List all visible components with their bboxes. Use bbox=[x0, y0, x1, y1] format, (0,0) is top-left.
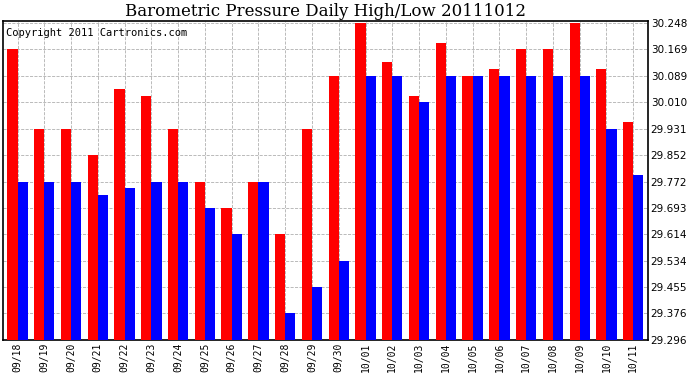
Bar bbox=[435, 43, 446, 340]
Bar bbox=[88, 155, 98, 340]
Bar bbox=[178, 182, 188, 340]
Bar bbox=[141, 96, 151, 340]
Bar bbox=[569, 23, 580, 340]
Bar bbox=[393, 76, 402, 340]
Bar bbox=[8, 49, 17, 340]
Bar bbox=[500, 76, 509, 340]
Bar bbox=[302, 129, 312, 340]
Bar bbox=[115, 89, 125, 340]
Bar bbox=[232, 234, 241, 340]
Bar bbox=[168, 129, 178, 340]
Text: Copyright 2011 Cartronics.com: Copyright 2011 Cartronics.com bbox=[6, 28, 187, 38]
Bar bbox=[221, 208, 232, 340]
Bar bbox=[205, 208, 215, 340]
Bar bbox=[328, 76, 339, 340]
Bar bbox=[409, 96, 419, 340]
Title: Barometric Pressure Daily High/Low 20111012: Barometric Pressure Daily High/Low 20111… bbox=[125, 3, 526, 20]
Bar bbox=[382, 62, 393, 340]
Bar bbox=[195, 182, 205, 340]
Bar bbox=[580, 76, 590, 340]
Bar bbox=[71, 182, 81, 340]
Bar bbox=[312, 287, 322, 340]
Bar bbox=[34, 129, 44, 340]
Bar bbox=[98, 195, 108, 340]
Bar bbox=[366, 76, 375, 340]
Bar bbox=[151, 182, 161, 340]
Bar bbox=[446, 76, 456, 340]
Bar bbox=[285, 314, 295, 340]
Bar bbox=[473, 76, 483, 340]
Bar bbox=[633, 175, 643, 340]
Bar bbox=[17, 182, 28, 340]
Bar bbox=[125, 188, 135, 340]
Bar bbox=[543, 49, 553, 340]
Bar bbox=[516, 49, 526, 340]
Bar bbox=[259, 182, 268, 340]
Bar bbox=[489, 69, 500, 340]
Bar bbox=[526, 76, 536, 340]
Bar bbox=[339, 261, 349, 340]
Bar bbox=[275, 234, 285, 340]
Bar bbox=[553, 76, 563, 340]
Bar bbox=[355, 23, 366, 340]
Bar bbox=[607, 129, 617, 340]
Bar bbox=[596, 69, 607, 340]
Bar bbox=[623, 122, 633, 340]
Bar bbox=[462, 76, 473, 340]
Bar bbox=[419, 102, 429, 340]
Bar bbox=[44, 182, 55, 340]
Bar bbox=[61, 129, 71, 340]
Bar bbox=[248, 182, 259, 340]
